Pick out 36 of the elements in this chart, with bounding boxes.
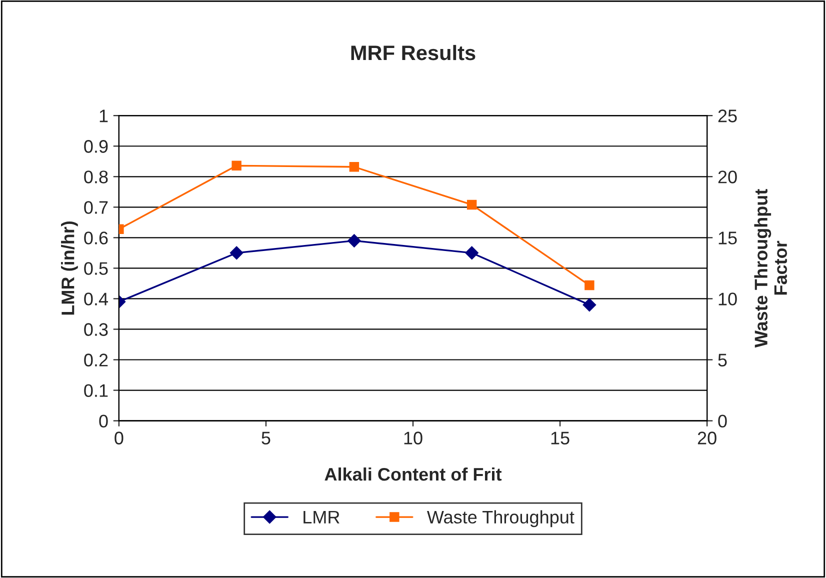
y-tick-label: 0.7 — [84, 201, 108, 214]
point — [349, 162, 360, 172]
chart-title: MRF Results — [351, 44, 476, 60]
y2-tick-label: 0 — [718, 414, 727, 428]
y2-tick-label: 5 — [718, 354, 727, 366]
y-tick-label: 0.2 — [84, 354, 108, 366]
point — [582, 298, 596, 312]
x-tick-label: 15 — [551, 432, 570, 444]
y-tick-label: 0.6 — [84, 232, 108, 244]
x-tick-label: 0 — [114, 432, 124, 444]
y2-tick-label: 20 — [718, 170, 737, 184]
x-axis-title: Alkali Content of Frit — [324, 467, 502, 481]
point — [230, 246, 244, 260]
y-tick-label: 0.8 — [84, 170, 108, 184]
y2-tick-label: 10 — [718, 292, 737, 306]
point — [348, 234, 361, 248]
legend-label: LMR — [304, 510, 340, 524]
y-tick-label: 0 — [99, 414, 108, 428]
y-tick-label: 1 — [100, 110, 108, 122]
x-tick-label: 20 — [698, 432, 716, 444]
y-tick-label: 0.1 — [84, 384, 108, 397]
point — [466, 200, 477, 210]
point — [232, 160, 242, 171]
y-tick-label: 0.9 — [84, 140, 108, 153]
x-tick-label: 10 — [404, 432, 422, 444]
y-tick-label: 0.3 — [84, 323, 108, 336]
legend-label: Waste Throughput — [426, 510, 574, 528]
point — [465, 246, 478, 260]
y2-axis-title: Waste Throughput Factor — [754, 189, 788, 348]
x-tick-label: 5 — [262, 432, 270, 444]
y-tick-label: 0.5 — [84, 262, 108, 275]
y-axis-title: LMR (in/hr) — [61, 221, 78, 315]
y2-tick-label: 15 — [718, 232, 737, 244]
y-tick-label: 0.4 — [84, 292, 108, 306]
y2-tick-label: 25 — [718, 110, 737, 122]
point — [584, 280, 594, 290]
